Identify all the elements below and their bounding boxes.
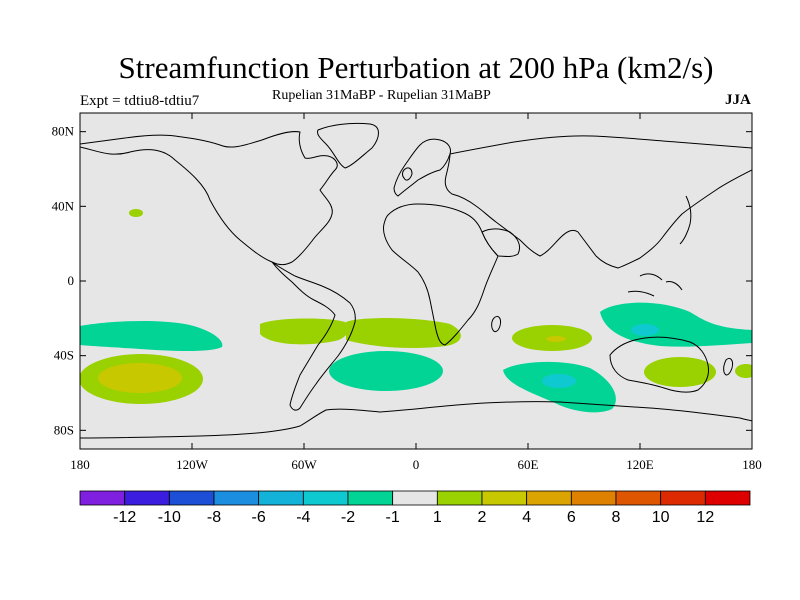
colorbar-label: -10 [158,509,181,526]
colorbar-label: -8 [207,509,221,526]
lat-tick-label: 0 [68,273,75,288]
colorbar-swatch [526,490,572,506]
anomaly-australia-negative [600,302,752,347]
lat-tick-label: 40S [54,348,74,363]
colorbar-label: -6 [252,509,266,526]
contour-fills [80,122,752,439]
lon-tick-label: 60E [518,457,539,472]
colorbar-label: 1 [433,509,442,526]
colorbar-swatch [704,490,751,506]
lon-tick-label: 120W [176,457,209,472]
anomaly-australia-core [631,324,659,336]
colorbar-label: 4 [522,509,531,526]
lon-tick-label: 0 [413,457,420,472]
colorbar-label: 2 [478,509,487,526]
longitude-axis: 180 120W 60W 0 60E 120E 180 [70,113,762,472]
coast-arabia [481,228,521,257]
season-label: JJA [725,92,751,108]
coast-asia [444,135,752,269]
anomaly-indian-ocean-core [542,374,576,388]
coastlines [80,122,752,439]
colorbar-label: -2 [341,509,355,526]
colorbar-swatch [570,490,617,506]
colorbar-swatch [347,490,394,506]
anomaly-south-america-positive [260,318,349,345]
colorbar-swatch [302,490,349,506]
coast-uk [402,167,413,181]
lat-tick-label: 80N [52,124,75,139]
colorbar-swatch [213,490,260,506]
anomaly-north-pacific-positive [129,209,143,217]
chart-subtitle: Rupelian 31MaBP - Rupelian 31MaBP [272,88,491,103]
colorbar-label: -1 [386,509,400,526]
coast-madagascar [491,315,501,333]
coast-japan [679,195,692,245]
lon-tick-label: 120E [626,457,654,472]
colorbar-swatch [436,490,483,506]
colorbar-label: -4 [296,509,310,526]
colorbar-label: -12 [113,509,136,526]
anomaly-east-edge-positive [735,364,752,378]
colorbar-label: 6 [567,509,576,526]
colorbar-swatch [258,490,304,506]
colorbar-swatch [168,490,215,506]
anomaly-south-pacific-core [98,363,182,393]
colorbar-label: 12 [696,509,714,526]
coast-north-america [80,131,338,266]
lon-tick-label: 60W [291,457,317,472]
coast-australia [609,336,709,393]
anomaly-south-atlantic-negative [329,351,443,391]
colorbar-swatch [124,490,170,506]
colorbar-swatch [79,490,126,506]
coast-europe [393,138,451,197]
map-background [80,113,752,449]
coast-south-america [271,261,356,411]
coast-antarctica [80,401,752,439]
colorbar-swatch [615,490,662,506]
experiment-label: Expt = tdtiu8-tdtiu7 [80,93,200,109]
anomaly-australia-positive [644,357,716,387]
lon-tick-label: 180 [70,457,90,472]
colorbar-label: 8 [612,509,621,526]
colorbar-swatch [481,490,528,506]
colorbar: -12 -10 -8 -6 -4 -2 -1 1 2 4 6 8 10 12 [79,490,751,526]
anomaly-south-atlantic-positive [346,318,461,348]
latitude-axis: 80N 40N 0 40S 80S [52,124,752,437]
coast-greenland [317,122,379,169]
coast-indonesia [627,273,683,297]
lat-tick-label: 40N [52,198,75,213]
coast-africa [383,203,499,346]
chart-title: Streamfunction Perturbation at 200 hPa (… [118,50,714,85]
colorbar-label: 10 [652,509,670,526]
lat-tick-label: 80S [54,422,74,437]
colorbar-swatch [392,490,438,506]
anomaly-central-pacific-negative [80,320,223,351]
coast-new-zealand [723,357,733,376]
anomaly-indian-ocean-core [546,336,566,342]
lon-tick-label: 180 [742,457,762,472]
colorbar-swatch [660,490,706,506]
